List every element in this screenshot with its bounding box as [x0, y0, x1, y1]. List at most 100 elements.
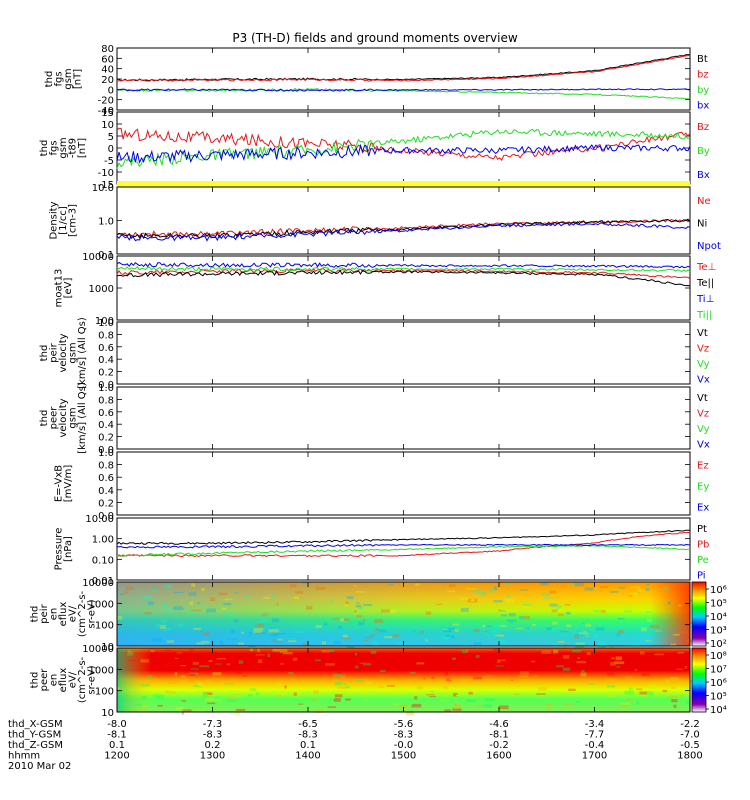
spectrogram-cell [174, 672, 178, 676]
y-axis-label-line: E=-VxB [53, 465, 64, 502]
series-pi-line [116, 543, 691, 549]
spectrogram-cell [625, 675, 633, 680]
spectrogram-cell [320, 664, 331, 667]
spectrogram-cell [625, 698, 634, 701]
y-tick-label: 0.0 [98, 380, 114, 391]
spectrogram-cell [620, 704, 629, 707]
colorbar-tick-label: 10⁵ [710, 599, 727, 610]
spectrogram-cell [325, 663, 335, 666]
spectrogram-cell [125, 695, 129, 699]
colorbar [691, 581, 707, 647]
spectrogram-cell [356, 615, 363, 618]
y-axis-label: moat13[eV] [53, 269, 74, 308]
spectrogram-cell [223, 602, 232, 606]
spectrogram-cell [255, 654, 265, 656]
spectrogram-cell [444, 671, 449, 676]
spectrogram-cell [248, 690, 256, 694]
spectrogram-cell [473, 628, 480, 633]
spectrogram-cell [323, 622, 328, 626]
y-tick-label: 0.6 [98, 343, 114, 354]
spectrogram-cell [471, 599, 475, 602]
colorbar-tick-label: 10⁵ [710, 692, 727, 703]
spectrogram-cell [654, 653, 664, 656]
spectrogram-cell [181, 675, 186, 678]
spectrogram-cell [277, 683, 281, 685]
y-axis-label-line: Density [49, 201, 60, 239]
y-axis-label-line: thd [30, 606, 41, 623]
spectrogram-cell [483, 704, 493, 708]
spectrogram-cell [649, 624, 660, 629]
panel-7: 1.0 0.80.6 0.40.2 0.0 E=-VxB[mV/m] Ez Ey Ex [53, 448, 709, 522]
spectrogram-cell [575, 642, 585, 646]
spectrogram-cell [636, 702, 640, 705]
spectrogram-cell [181, 711, 184, 715]
spectrogram-cell [284, 685, 287, 689]
spectrogram-cell [506, 619, 516, 622]
spectrogram-cell [212, 672, 222, 676]
colorbar-tick-label: 10⁷ [710, 665, 727, 676]
y-axis-label-line: [nT] [77, 138, 88, 158]
legend-ey-label: Ey [697, 482, 709, 493]
y-tick-label: 10.00 [85, 514, 114, 525]
spectrogram-cell [230, 616, 234, 618]
spectrogram-cell [293, 692, 297, 696]
panel-3: 10.0 1.0 0.1 Density[1/cc][cm-3] Ne Ni Npot [49, 181, 721, 261]
spectrogram-cell [475, 654, 480, 658]
spectrogram-cell [557, 640, 565, 643]
spectrogram-cell [574, 635, 580, 639]
spectrogram-cell [566, 611, 571, 615]
y-tick-label: -20 [98, 96, 114, 107]
spectrogram-cell [233, 592, 240, 594]
spectrogram-cell [334, 694, 343, 698]
spectrogram-cell [337, 686, 346, 689]
spectrogram-cell [164, 609, 173, 613]
spectrogram-cell [354, 610, 358, 613]
y-axis-label-line: gsm [58, 137, 69, 158]
spectrogram-cell [513, 692, 520, 696]
spectrogram-cell [197, 710, 206, 712]
spectrogram-cell [668, 611, 672, 614]
spectrogram-cell [345, 601, 349, 605]
legend-vy-label: Vy [697, 424, 710, 435]
y-axis-label-line: thd [39, 140, 50, 157]
y-tick-label: 1.0 [98, 448, 114, 459]
spectrogram-cell [278, 692, 286, 695]
spectrogram-cell [363, 663, 372, 666]
spectrogram-cell [321, 650, 331, 653]
spectrogram-cell [678, 630, 688, 635]
spectrogram-cell [208, 660, 213, 662]
panel-frame [116, 186, 691, 255]
spectrogram-cell [500, 660, 506, 664]
spectrogram-cell [218, 593, 223, 595]
spectrogram-cell [684, 679, 694, 683]
y-axis-label-line: [nPa] [63, 536, 74, 562]
y-axis-label-line: thd [39, 410, 50, 427]
y-tick-label: 10 [101, 120, 114, 131]
y-axis-label-line: thd [39, 345, 50, 362]
spectrogram-cell [415, 583, 420, 586]
spectrogram-cell [379, 686, 384, 689]
spectrogram-cell [358, 606, 364, 611]
spectrogram-cell [645, 588, 650, 591]
y-axis-label-line: en [49, 608, 60, 621]
spectrogram-cell [639, 651, 645, 655]
spectrogram-cell [369, 634, 376, 637]
spectrogram-cell [425, 611, 432, 615]
spectrogram-cell [530, 660, 536, 663]
spectrogram-cell [485, 698, 495, 701]
spectrogram-cell [609, 651, 615, 653]
spectrogram-cell [192, 661, 199, 665]
spectrogram-cell [164, 584, 172, 588]
spectrogram-cell [393, 690, 402, 694]
spectrogram-cell [165, 663, 170, 668]
spectrogram-cell [162, 604, 168, 608]
footer-value: 0.1 [109, 740, 125, 751]
spectrogram-cell [493, 624, 503, 629]
footer-value: -8.1 [107, 730, 127, 741]
y-tick-label: 1.0 [98, 383, 114, 394]
spectrogram-cell [663, 616, 668, 619]
series-pe-line [116, 545, 691, 557]
footer-value: -8.1 [489, 730, 509, 741]
spectrogram-cell [586, 651, 591, 656]
spectrogram-cell [584, 587, 594, 591]
